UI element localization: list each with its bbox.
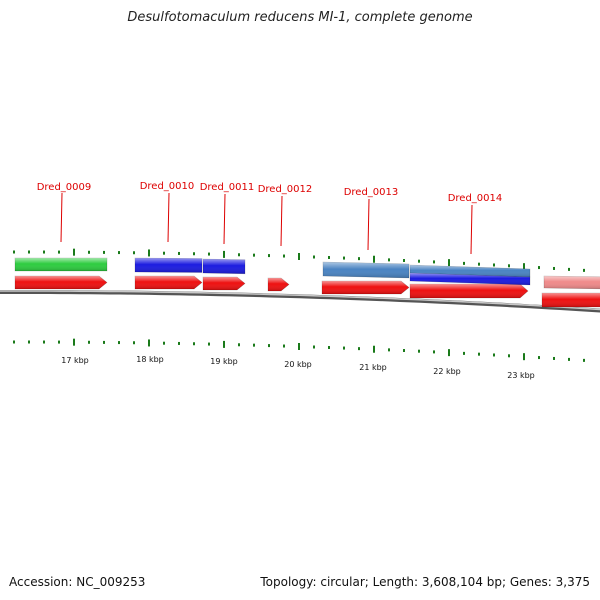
gene-arrow-dred-0011-shine bbox=[203, 277, 245, 290]
scale-label: 20 kbp bbox=[284, 360, 312, 369]
gene-label: Dred_0009 bbox=[37, 182, 92, 193]
cds-block-dred-0011-shine bbox=[203, 259, 245, 274]
gene-label-leader bbox=[471, 205, 472, 254]
topology-text: Topology: circular; Length: 3,608,104 bp… bbox=[260, 575, 590, 589]
gene-label: Dred_0013 bbox=[344, 187, 399, 198]
gene-labels: Dred_0009 Dred_0010 Dred_0011 Dred_0012 Dred… bbox=[37, 181, 503, 254]
scale-label: 21 kbp bbox=[359, 363, 387, 372]
gene-label-leader bbox=[168, 193, 169, 242]
features bbox=[15, 258, 600, 307]
gene-label-leader bbox=[368, 199, 369, 250]
scale-label: 23 kbp bbox=[507, 371, 535, 380]
gene-label: Dred_0011 bbox=[200, 182, 255, 193]
gene-label-leader bbox=[61, 193, 62, 242]
scale-label: 19 kbp bbox=[210, 357, 238, 366]
gene-arrow-dred-0013-shine bbox=[322, 281, 409, 294]
scale-label: 18 kbp bbox=[136, 355, 164, 364]
gene-block-pink-shine bbox=[544, 276, 600, 289]
accession-text: Accession: NC_009253 bbox=[9, 575, 145, 589]
cds-block-dred-0010-shine bbox=[135, 258, 202, 273]
gene-arrow-next-shine bbox=[542, 293, 600, 307]
gene-label: Dred_0010 bbox=[140, 181, 195, 192]
gene-label-leader bbox=[224, 194, 225, 244]
scale-label: 22 kbp bbox=[433, 367, 461, 376]
gene-label-leader bbox=[281, 196, 282, 246]
gene-arrow-dred-0009-shine bbox=[15, 276, 107, 289]
gene-label: Dred_0012 bbox=[258, 184, 313, 195]
gene-label: Dred_0014 bbox=[448, 193, 503, 204]
gene-arrow-dred-0010-shine bbox=[135, 276, 202, 289]
gene-arrow-dred-0014-shine bbox=[410, 284, 528, 298]
cds-block-dred-0013-shine bbox=[323, 262, 409, 278]
scale-labels: 17 kbp 18 kbp 19 kbp 20 kbp 21 kbp 22 kbp 23 k… bbox=[61, 355, 535, 380]
gene-arrow-dred-0012-shine bbox=[268, 278, 289, 291]
genome-map: Dred_0009 Dred_0010 Dred_0011 Dred_0012 Dred… bbox=[0, 0, 600, 600]
scale-label: 17 kbp bbox=[61, 356, 89, 365]
cds-block-dred-0009-shine bbox=[15, 258, 107, 271]
